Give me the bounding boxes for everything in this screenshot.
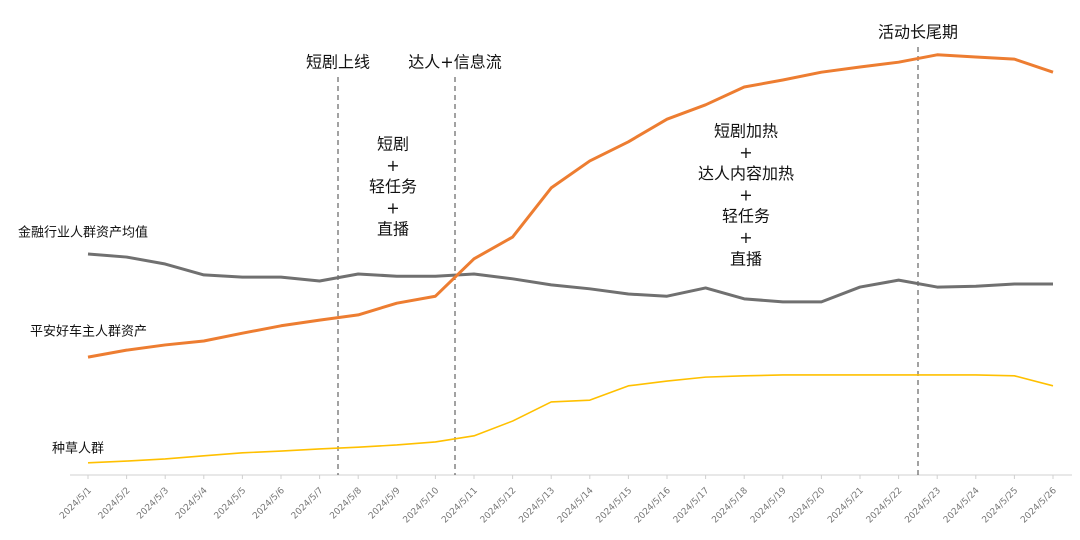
- x-tick-label: 2024/5/13: [517, 486, 557, 526]
- series-label: 金融行业人群资产均值: [18, 225, 148, 241]
- x-tick-label: 2024/5/20: [788, 486, 828, 526]
- x-tick-label: 2024/5/17: [672, 486, 712, 526]
- annotation: 短剧上线: [306, 53, 370, 72]
- note-line: +: [739, 228, 752, 247]
- x-tick-label: 2024/5/8: [328, 486, 364, 522]
- x-tick-label: 2024/5/5: [213, 486, 249, 522]
- x-tick-label: 2024/5/19: [749, 486, 789, 526]
- x-tick-label: 2024/5/25: [981, 486, 1021, 526]
- note-line: 轻任务: [722, 207, 770, 226]
- x-tick-label: 2024/5/23: [903, 486, 943, 526]
- note-line: +: [386, 198, 399, 217]
- series-line: [87, 53, 1054, 359]
- x-tick-label: 2024/5/3: [135, 486, 171, 522]
- x-tick-label: 2024/5/24: [942, 486, 982, 526]
- x-tick-label: 2024/5/2: [97, 486, 133, 522]
- x-tick-label: 2024/5/12: [479, 486, 519, 526]
- note-line: +: [739, 143, 752, 162]
- series-label: 平安好车主人群资产: [30, 324, 147, 340]
- x-tick-label: 2024/5/21: [826, 486, 866, 526]
- annotation: 达人+信息流: [408, 53, 501, 72]
- x-tick-label: 2024/5/4: [174, 486, 210, 522]
- x-tick-label: 2024/5/16: [633, 486, 673, 526]
- note-line: 短剧: [377, 135, 409, 154]
- note-line: 直播: [377, 220, 409, 239]
- x-tick-label: 2024/5/11: [440, 486, 480, 526]
- x-tick-label: 2024/5/9: [367, 486, 403, 522]
- annotation: 活动长尾期: [878, 23, 958, 42]
- series-line: [87, 374, 1054, 464]
- x-tick-label: 2024/5/15: [595, 486, 635, 526]
- note-line: 短剧加热: [714, 122, 778, 141]
- x-tick-label: 2024/5/18: [710, 486, 750, 526]
- series-line: [87, 252, 1053, 304]
- x-tick-label: 2024/5/22: [865, 486, 905, 526]
- x-tick-label: 2024/5/7: [290, 486, 326, 522]
- note-line: 轻任务: [369, 177, 417, 196]
- x-tick-label: 2024/5/26: [1019, 486, 1059, 526]
- x-tick-label: 2024/5/10: [402, 486, 442, 526]
- x-tick-label: 2024/5/1: [58, 486, 94, 522]
- note-line: 直播: [730, 249, 762, 268]
- note-line: +: [386, 156, 399, 175]
- note-line: 达人内容加热: [698, 164, 794, 183]
- note-line: +: [739, 185, 752, 204]
- series-label: 种草人群: [52, 442, 104, 457]
- x-tick-label: 2024/5/6: [251, 486, 287, 522]
- x-tick-label: 2024/5/14: [556, 486, 596, 526]
